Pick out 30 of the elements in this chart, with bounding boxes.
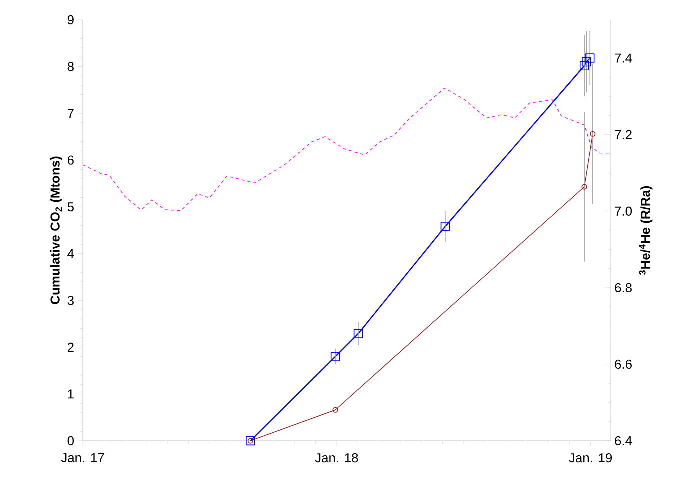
y-tick-label: 5 [68,202,74,212]
point [440,222,450,232]
line-series [82,88,612,212]
x-tick-label: Jan. 19 [569,453,612,463]
y2-tick-label: 7.4 [615,54,632,63]
y-tick-label: 1 [68,390,74,399]
y-tick-label: 0 [68,436,74,446]
point [354,329,364,338]
point [330,352,340,362]
y-axis-title: Cumulative CO$_{2}$ (Mtons) [50,156,62,304]
x-tick-label: Jan. 18 [315,453,358,463]
y2-tick-label: 6.4 [615,436,632,446]
y-tick-label: 7 [68,109,74,118]
y2-tick-label: 6.6 [615,360,632,370]
y2-axis-title: $^{3}$He/$^{4}$He (R/Ra) [639,186,653,276]
point [580,61,590,71]
point [582,184,588,190]
y2-tick-label: 7.2 [615,130,632,140]
point [332,407,338,413]
y-tick-label: 6 [68,156,74,165]
y-tick-label: 3 [68,296,74,306]
point [582,58,592,67]
y-tick-label: 9 [68,15,74,25]
point [586,54,595,63]
y-tick-label: 4 [68,249,74,258]
y-tick-label: 8 [68,62,74,72]
y-tick-label: 2 [68,342,74,352]
y2-tick-label: 7.0 [615,206,632,216]
x-tick-label: Jan. 17 [61,453,104,463]
y2-tick-label: 6.8 [615,283,632,292]
